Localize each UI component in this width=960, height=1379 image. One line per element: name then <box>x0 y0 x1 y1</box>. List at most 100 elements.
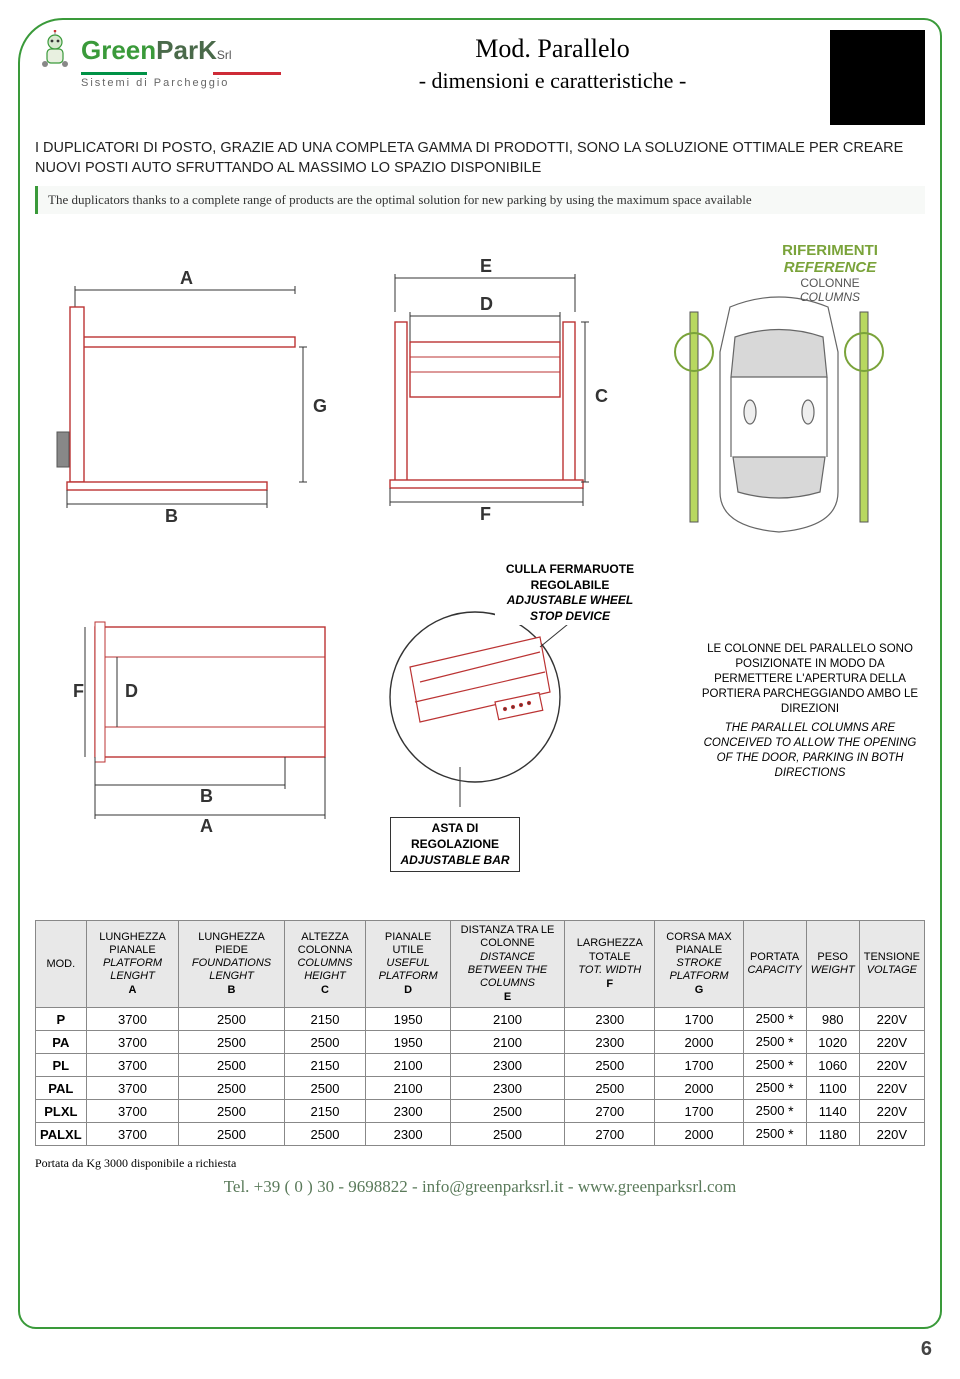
cell-3-9: 220V <box>859 1077 924 1100</box>
cell-3-2: 2500 <box>284 1077 366 1100</box>
cell-1-5: 2300 <box>565 1031 655 1054</box>
spec-header-en-2: FOUNDATIONS LENGHT <box>183 957 279 983</box>
spec-header-7: CORSA MAX PIANALESTROKE PLATFORMG <box>655 921 743 1008</box>
para-note-en: THE PARALLEL COLUMNS ARE CONCEIVED TO AL… <box>695 721 925 781</box>
annotation-asta: ASTA DI REGOLAZIONE ADJUSTABLE BAR <box>390 817 520 872</box>
asterisk: * <box>788 1011 793 1027</box>
table-row: PL37002500215021002300250017002500 *1060… <box>36 1054 925 1077</box>
footer-sep1: - <box>412 1177 422 1196</box>
cell-mod-1: PA <box>36 1031 87 1054</box>
cell-0-5: 2300 <box>565 1008 655 1031</box>
spec-header-en-8: CAPACITY <box>748 964 802 977</box>
cell-0-3: 1950 <box>366 1008 451 1031</box>
annot-culla-it: CULLA FERMARUOTE REGOLABILE <box>506 562 634 592</box>
spec-header-let-3: C <box>289 984 362 997</box>
cell-0-7: 2500 * <box>743 1008 806 1031</box>
cell-mod-3: PAL <box>36 1077 87 1100</box>
table-row: P37002500215019502100230017002500 *98022… <box>36 1008 925 1031</box>
cell-2-7: 2500 * <box>743 1054 806 1077</box>
asterisk: * <box>788 1103 793 1119</box>
dim-label-C: C <box>595 386 608 406</box>
spec-header-it-3: ALTEZZA COLONNA <box>289 931 362 957</box>
cell-2-5: 2500 <box>565 1054 655 1077</box>
ref-title-en: REFERENCE <box>760 259 900 276</box>
asterisk: * <box>788 1126 793 1142</box>
logo-green: Green <box>81 35 156 65</box>
footer-web: www.greenparksrl.com <box>578 1177 736 1196</box>
spec-header-it-4: PIANALE UTILE <box>370 931 446 957</box>
dim-label-A: A <box>180 268 193 288</box>
logo-tagline: Sistemi di Parcheggio <box>81 77 275 89</box>
spec-header-it-7: CORSA MAX PIANALE <box>659 931 738 957</box>
annot-culla-en: ADJUSTABLE WHEEL STOP DEVICE <box>507 593 633 623</box>
asterisk: * <box>788 1034 793 1050</box>
cell-5-0: 3700 <box>86 1123 179 1146</box>
asterisk: * <box>788 1080 793 1096</box>
cell-2-8: 1060 <box>806 1054 859 1077</box>
dim-label-D: D <box>480 294 493 314</box>
annotation-culla: CULLA FERMARUOTE REGOLABILE ADJUSTABLE W… <box>495 562 645 624</box>
dim-label-F2: F <box>73 681 84 701</box>
cell-5-7: 2500 * <box>743 1123 806 1146</box>
table-row: PLXL37002500215023002500270017002500 *11… <box>36 1100 925 1123</box>
cell-1-9: 220V <box>859 1031 924 1054</box>
cell-4-7: 2500 * <box>743 1100 806 1123</box>
spec-header-let-2: B <box>183 984 279 997</box>
ref-title-it: RIFERIMENTI <box>782 242 878 259</box>
spec-header-it-1: LUNGHEZZA PIANALE <box>91 931 175 957</box>
cell-5-1: 2500 <box>179 1123 284 1146</box>
parallel-note: LE COLONNE DEL PARALLELO SONO POSIZIONAT… <box>695 642 925 780</box>
flag-bar <box>81 72 281 75</box>
spec-header-it-8: PORTATA <box>748 951 802 964</box>
dim-label-F: F <box>480 504 491 524</box>
spec-header-it-0: MOD. <box>40 958 82 971</box>
spec-header-it-9: PESO <box>811 951 855 964</box>
cell-5-4: 2500 <box>450 1123 564 1146</box>
spec-header-9: PESOWEIGHT <box>806 921 859 1008</box>
spec-header-en-5: DISTANCE BETWEEN THE COLUMNS <box>455 951 560 991</box>
spec-header-it-10: TENSIONE <box>864 951 920 964</box>
cell-4-3: 2300 <box>366 1100 451 1123</box>
spec-table: MOD.LUNGHEZZA PIANALEPLATFORM LENGHTALUN… <box>35 920 925 1146</box>
spec-header-en-10: VOLTAGE <box>864 964 920 977</box>
title-sub: - dimensioni e caratteristiche - <box>295 68 810 94</box>
cell-5-9: 220V <box>859 1123 924 1146</box>
cell-mod-5: PALXL <box>36 1123 87 1146</box>
cell-0-6: 1700 <box>655 1008 743 1031</box>
cell-1-0: 3700 <box>86 1031 179 1054</box>
cell-0-8: 980 <box>806 1008 859 1031</box>
spec-header-10: TENSIONEVOLTAGE <box>859 921 924 1008</box>
spec-header-let-7: G <box>659 984 738 997</box>
intro-italian: I DUPLICATORI DI POSTO, GRAZIE AD UNA CO… <box>35 139 925 178</box>
spec-header-let-6: F <box>569 978 650 991</box>
cell-1-7: 2500 * <box>743 1031 806 1054</box>
cell-3-3: 2100 <box>366 1077 451 1100</box>
para-note-it: LE COLONNE DEL PARALLELO SONO POSIZIONAT… <box>702 643 918 715</box>
dim-label-A2: A <box>200 816 213 836</box>
footnote: Portata da Kg 3000 disponibile a richies… <box>35 1156 925 1171</box>
cell-4-6: 1700 <box>655 1100 743 1123</box>
spec-header-en-9: WEIGHT <box>811 964 855 977</box>
spec-header-let-5: E <box>455 991 560 1004</box>
cell-1-4: 2100 <box>450 1031 564 1054</box>
cell-0-1: 2500 <box>179 1008 284 1031</box>
cell-0-2: 2150 <box>284 1008 366 1031</box>
spec-header-8: PORTATACAPACITY <box>743 921 806 1008</box>
spec-header-0: MOD. <box>36 921 87 1008</box>
cell-2-1: 2500 <box>179 1054 284 1077</box>
cell-3-1: 2500 <box>179 1077 284 1100</box>
cell-3-8: 1100 <box>806 1077 859 1100</box>
logo-text: GreenParKSrl <box>81 35 232 66</box>
footer-sep2: - <box>568 1177 578 1196</box>
spec-header-it-6: LARGHEZZA TOTALE <box>569 937 650 963</box>
cell-mod-4: PLXL <box>36 1100 87 1123</box>
title-block: Mod. Parallelo - dimensioni e caratteris… <box>295 30 810 94</box>
cell-3-0: 3700 <box>86 1077 179 1100</box>
spec-header-5: DISTANZA TRA LE COLONNEDISTANCE BETWEEN … <box>450 921 564 1008</box>
footer-contact: Tel. +39 ( 0 ) 30 - 9698822 - info@green… <box>35 1177 925 1197</box>
footer-tel: Tel. +39 ( 0 ) 30 - 9698822 <box>224 1177 408 1196</box>
spec-header-en-7: STROKE PLATFORM <box>659 957 738 983</box>
cell-5-5: 2700 <box>565 1123 655 1146</box>
cell-3-5: 2500 <box>565 1077 655 1100</box>
logo-dark: ParK <box>156 35 217 65</box>
